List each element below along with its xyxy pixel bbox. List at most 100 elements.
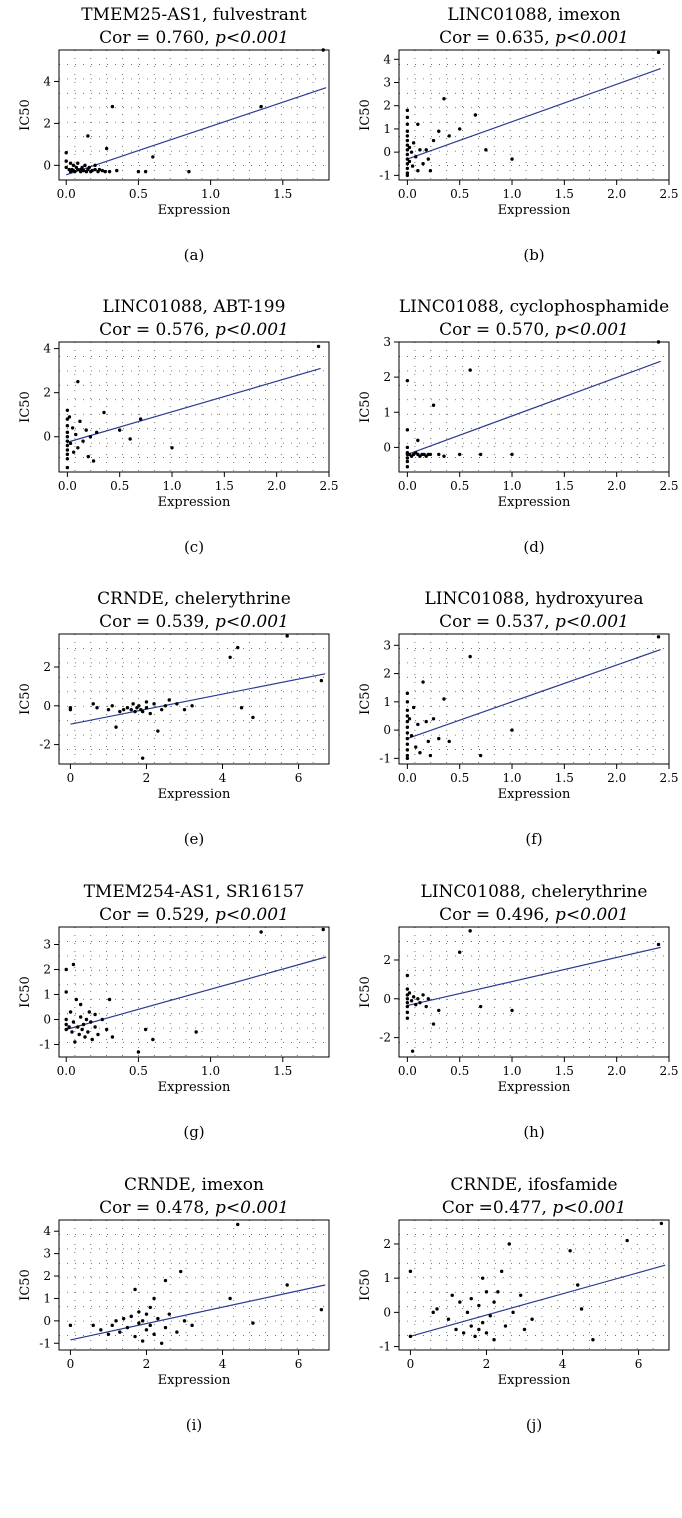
data-point [71,163,76,168]
data-point [656,50,661,55]
regression-line [407,946,661,1007]
data-point [90,168,94,173]
data-point [175,702,179,706]
data-point [152,1332,156,1337]
correlation-value: Cor = 0.539, [99,612,215,632]
data-point [143,169,148,174]
data-point [414,155,418,159]
data-point [659,1221,664,1226]
x-tick-label: 1.5 [273,187,292,201]
data-point [65,443,70,448]
chart-title: LINC01088, chelerythrine [421,882,648,902]
data-point [259,930,263,934]
data-point [128,437,132,441]
data-point [405,459,410,464]
data-point [522,1327,527,1332]
y-tick-label: 1 [383,1271,391,1285]
data-point [187,169,191,174]
data-point [70,1030,74,1034]
p-value: p<0.001 [555,320,629,340]
panel-label: (i) [186,1416,203,1434]
data-point [140,1319,145,1323]
regression-line [66,956,327,1031]
data-points [405,50,661,178]
panel-label: (f) [525,830,542,848]
data-point [152,702,156,706]
data-point [86,134,90,138]
regression-line [70,1284,326,1341]
data-point [129,1314,133,1319]
chart-correlation: Cor = 0.539, p<0.001 [99,612,289,632]
y-tick-label: -1 [379,168,391,182]
data-point [74,997,79,1002]
x-tick-label: 0.0 [57,1064,76,1078]
data-point [480,1276,485,1280]
chart-panel-c: LINC01088, ABT-199 Cor = 0.576, p<0.001 0.… [18,297,339,556]
x-tick-label: 2.5 [659,771,678,785]
data-point [405,143,410,147]
data-point [405,122,410,126]
x-tick-label: 1.5 [555,771,574,785]
data-point [477,1327,481,1332]
data-point [454,1327,458,1332]
data-point [591,1338,595,1342]
data-point [408,1269,413,1274]
data-point [100,168,105,173]
data-point [411,141,416,145]
p-value: p<0.001 [215,28,289,48]
data-point [76,379,80,384]
data-point [405,1016,410,1020]
data-point [137,704,141,708]
data-point [418,148,422,152]
p-value: p<0.001 [555,612,629,632]
data-point [228,655,232,659]
plot-frame [58,341,330,473]
data-point [96,1032,100,1037]
chart-correlation: Cor = 0.529, p<0.001 [99,905,289,925]
data-point [407,717,412,721]
data-point [178,1269,183,1274]
x-tick-label: 1.5 [215,479,234,493]
x-tick-label: 0 [407,1357,415,1371]
data-points [405,929,661,1053]
data-point [95,706,99,710]
data-point [480,1320,485,1325]
data-point [125,1325,130,1330]
chart-title: TMEM254-AS1, SR16157 [84,882,305,902]
chart-panel-a: TMEM25-AS1, fulvestrant Cor = 0.760, p<0.… [18,5,330,264]
data-point [426,997,431,1001]
y-tick-label: 2 [43,116,51,130]
data-point [86,1030,90,1034]
data-point [511,1310,515,1315]
grid [59,50,329,180]
x-tick-label: 2.5 [659,479,678,493]
x-tick-label: 1.0 [502,771,521,785]
grid [59,634,329,764]
panel-label: (g) [183,1123,204,1141]
grid [399,634,669,764]
y-tick-label: 4 [43,1224,51,1238]
data-point [405,129,410,133]
data-point [68,161,73,165]
data-point [110,1035,115,1039]
data-point [435,1307,439,1311]
data-point [182,707,187,712]
data-point [65,448,70,452]
regression-line [407,360,661,455]
data-point [64,990,68,994]
data-point [285,634,289,638]
data-point [285,1283,289,1287]
data-point [236,1222,240,1227]
x-tick-label: 2.5 [659,187,678,201]
p-value: p<0.001 [215,1198,289,1218]
grid [399,927,669,1057]
data-point [411,995,416,999]
data-point [110,1323,114,1328]
y-tick-label: 2 [383,667,391,681]
data-point [442,454,446,458]
data-point [405,997,410,1001]
plot-frame [398,926,670,1058]
data-point [405,1000,410,1005]
y-tick-label: -1 [39,1336,51,1350]
data-point [426,739,431,744]
